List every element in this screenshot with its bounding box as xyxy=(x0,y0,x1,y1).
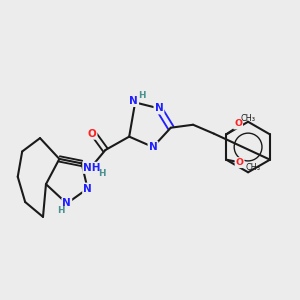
Text: H: H xyxy=(138,92,146,100)
Text: N: N xyxy=(154,103,163,113)
Text: H: H xyxy=(57,206,64,215)
Text: CH₃: CH₃ xyxy=(241,113,256,122)
Text: N: N xyxy=(129,96,138,106)
Text: N: N xyxy=(148,142,157,152)
Text: NH: NH xyxy=(83,163,101,173)
Text: O: O xyxy=(234,119,242,128)
Text: CH₃: CH₃ xyxy=(245,163,260,172)
Text: O: O xyxy=(236,158,244,167)
Text: O: O xyxy=(88,129,96,139)
Text: H: H xyxy=(98,169,106,178)
Text: N: N xyxy=(62,199,71,208)
Text: N: N xyxy=(83,184,92,194)
